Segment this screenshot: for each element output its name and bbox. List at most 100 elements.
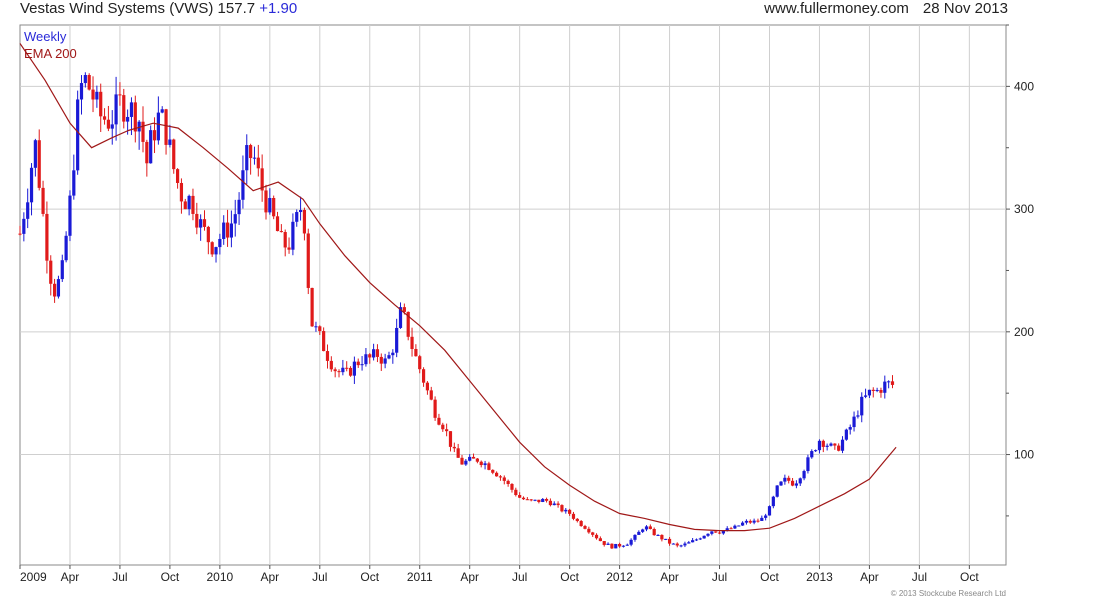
candle-body — [883, 381, 887, 393]
candle-body — [241, 170, 245, 200]
candle-body — [729, 528, 733, 530]
candle-body — [744, 520, 749, 523]
candle-body — [879, 389, 883, 393]
candle-body — [506, 480, 510, 484]
candle-body — [206, 226, 210, 243]
candle-body — [683, 543, 687, 546]
candle-body — [445, 429, 449, 432]
candle-body — [610, 543, 614, 549]
candle-body — [541, 498, 545, 502]
candle-body — [368, 354, 372, 358]
candle-body — [60, 260, 64, 280]
candle-body — [617, 543, 622, 547]
candle-body — [629, 539, 633, 545]
candle-body — [252, 157, 257, 159]
candle-body — [22, 218, 26, 234]
candle-body — [414, 348, 418, 357]
candle-body — [214, 247, 218, 255]
candle-body — [468, 456, 472, 461]
candle-body — [644, 526, 649, 530]
candle-body — [848, 427, 852, 430]
candle-body — [418, 356, 422, 370]
x-axis: 2009 Apr Jul Oct 2010 Apr Jul Oct 2011 Apr Jul Oct 2… — [19, 565, 979, 584]
candle-body — [852, 416, 856, 428]
candle-body — [37, 140, 41, 188]
candle-body — [379, 356, 383, 364]
candle-body — [737, 525, 741, 527]
site-link[interactable]: www.fullermoney.com — [764, 0, 909, 17]
legend-weekly: Weekly — [24, 29, 67, 44]
candle-body — [45, 213, 49, 261]
candle-body — [502, 477, 506, 481]
candle-body — [275, 216, 280, 232]
candle-body — [433, 399, 437, 418]
candle-body — [175, 169, 180, 183]
candle-body — [79, 83, 84, 100]
x-tick-label: Jul — [712, 570, 727, 584]
candle-body — [402, 307, 406, 312]
x-tick-label: Jul — [312, 570, 327, 584]
y-tick-label: 200 — [1014, 325, 1034, 339]
candle-body — [387, 355, 391, 359]
candle-body — [614, 543, 618, 549]
candle-body — [456, 448, 460, 458]
candle-body — [210, 242, 214, 255]
candle-body — [721, 530, 725, 534]
candle-body — [568, 509, 572, 514]
candle-body — [160, 109, 164, 113]
candle-body — [479, 461, 483, 466]
header-right: www.fullermoney.com 28 Nov 2013 — [764, 0, 1008, 17]
candle-body — [525, 499, 529, 501]
candle-body — [126, 116, 130, 122]
candle-body — [460, 457, 464, 465]
chart-date: 28 Nov 2013 — [922, 0, 1008, 17]
y-tick-label: 100 — [1014, 448, 1034, 462]
candle-body — [475, 458, 479, 462]
candle-body — [421, 369, 426, 383]
candle-body — [110, 124, 114, 129]
candle-body — [191, 195, 195, 214]
y-tick-label: 400 — [1014, 79, 1034, 93]
x-tick-label: Oct — [960, 570, 979, 584]
price-change: +1.90 — [259, 0, 298, 17]
candle-body — [202, 219, 207, 227]
candle-body — [814, 450, 818, 452]
candle-body — [817, 440, 822, 451]
x-tick-label: Apr — [860, 570, 879, 584]
x-tick-label: Oct — [560, 570, 579, 584]
candle-body — [291, 221, 295, 250]
candle-body — [679, 545, 683, 547]
candle-body — [141, 121, 145, 142]
candle-body — [314, 326, 318, 328]
candle-body — [740, 522, 745, 526]
x-tick-label: Jul — [112, 570, 127, 584]
candle-body — [652, 528, 656, 536]
copyright: © 2013 Stockcube Research Ltd — [890, 589, 1006, 598]
candle-body — [648, 526, 652, 529]
candle-body — [18, 233, 22, 235]
candle-body — [664, 538, 668, 540]
candle-body — [156, 112, 160, 141]
candle-body — [395, 327, 399, 353]
candle-body — [218, 238, 222, 248]
candle-body — [825, 445, 829, 447]
x-tick-label: Apr — [460, 570, 479, 584]
candle-body — [410, 336, 414, 349]
candle-body — [372, 349, 376, 358]
candle-body — [233, 214, 237, 224]
candle-body — [725, 528, 729, 531]
x-tick-label: Apr — [61, 570, 80, 584]
candle-body — [333, 369, 337, 372]
candle-body — [229, 223, 233, 238]
candle-body — [802, 471, 806, 479]
candle-body — [575, 518, 579, 522]
candle-body — [564, 509, 568, 512]
x-tick-label: Apr — [660, 570, 679, 584]
candle-body — [429, 390, 433, 400]
candle-body — [260, 168, 264, 191]
candle-body — [364, 354, 368, 365]
candle-body — [360, 364, 364, 366]
x-tick-label: Jul — [512, 570, 527, 584]
candle-body — [752, 520, 756, 523]
x-tick-label: Apr — [260, 570, 279, 584]
